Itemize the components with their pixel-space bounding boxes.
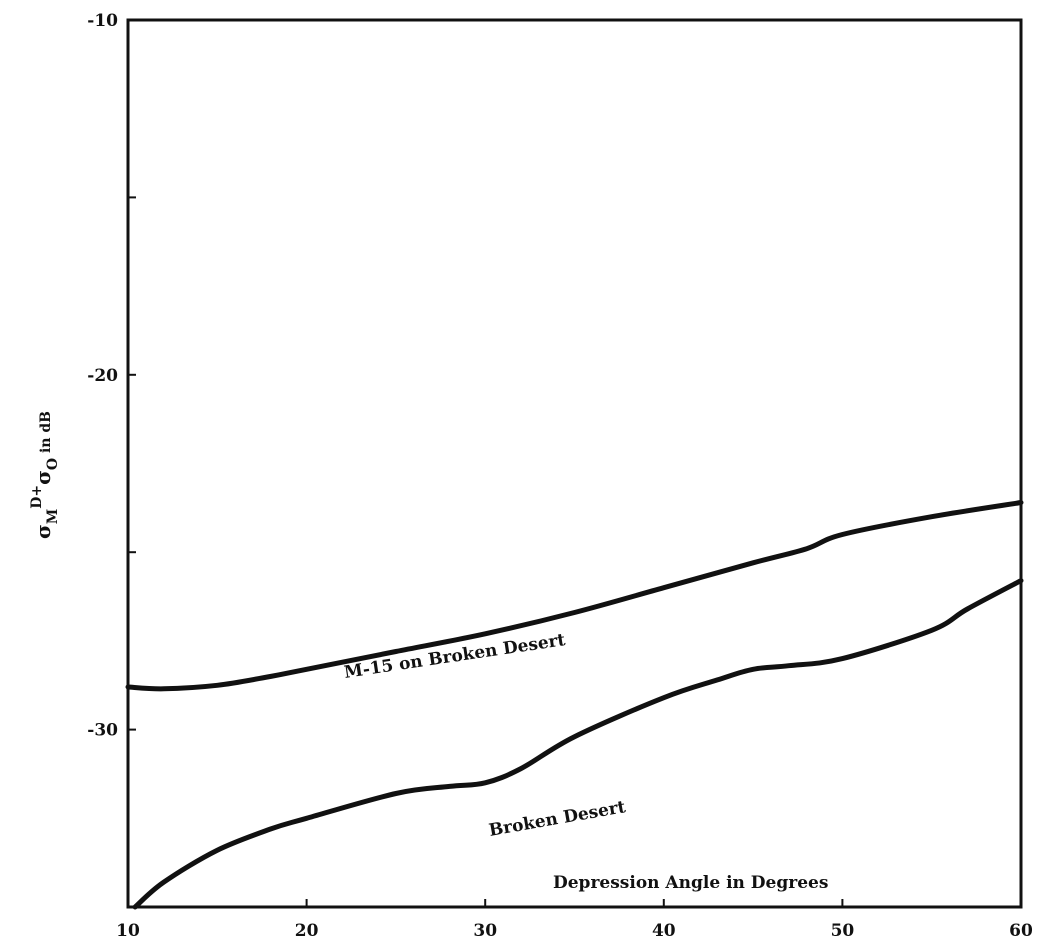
x-tick-label-10: 10 (116, 921, 140, 941)
y-axis-label: σMD+σO in dB (29, 411, 61, 539)
y-tick-label--10: -10 (87, 11, 118, 31)
x-tick-label-40: 40 (652, 921, 676, 941)
plot-frame-group (126, 18, 1023, 909)
x-tick-label-50: 50 (831, 921, 855, 941)
y-label-sub-o: O (45, 458, 61, 470)
y-label-unit: in dB (38, 411, 54, 458)
tick-marks (127, 19, 1022, 907)
plot-frame (126, 18, 1023, 909)
series-lines (125, 500, 1024, 910)
y-tick-label--30: -30 (87, 721, 118, 741)
y-label-sigma-2: σ (31, 470, 55, 485)
x-tick-label-30: 30 (473, 921, 497, 941)
x-tick-labels: 10 20 30 40 50 60 (116, 921, 1033, 941)
y-tick-labels: -10 -20 -30 (87, 11, 118, 741)
x-tick-label-20: 20 (295, 921, 319, 941)
y-label-sigma-1: σ (31, 524, 55, 539)
series-line-m15-on-broken-desert (125, 500, 1024, 692)
y-label-sub-m: M (45, 509, 61, 525)
series-label-broken-desert: Broken Desert (487, 797, 627, 841)
y-label-plus: + (29, 485, 45, 497)
x-tick-label-60: 60 (1009, 921, 1033, 941)
series-line-broken-desert (132, 578, 1024, 910)
y-tick-label--20: -20 (87, 366, 118, 386)
x-axis-label: Depression Angle in Degrees (553, 873, 828, 893)
y-label-sup-d: D (29, 497, 45, 509)
